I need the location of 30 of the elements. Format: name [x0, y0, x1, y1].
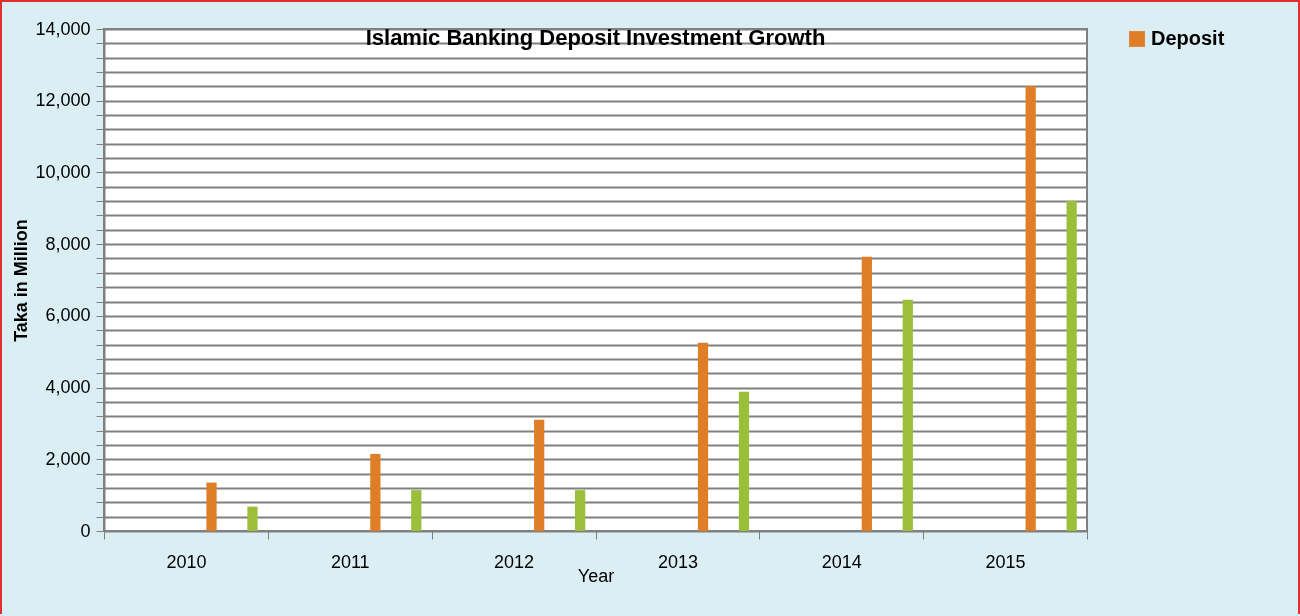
chart-title: Islamic Banking Deposit Investment Growth — [365, 25, 826, 50]
bar — [370, 453, 381, 531]
legend-label: Deposit — [1151, 27, 1225, 49]
y-tick-label: 4,000 — [45, 377, 91, 398]
bar — [861, 256, 872, 531]
y-tick-label: 0 — [80, 520, 91, 541]
bar — [411, 490, 422, 531]
x-tick-label: 2010 — [166, 551, 207, 572]
x-axis-title: Year — [577, 565, 615, 586]
y-tick-label: 12,000 — [35, 90, 91, 111]
bar — [534, 419, 545, 531]
y-axis-title: Taka in Million — [11, 219, 32, 342]
y-tick-label: 6,000 — [45, 305, 91, 326]
x-tick-label: 2014 — [821, 551, 862, 572]
y-tick-label: 10,000 — [35, 161, 91, 182]
bar — [247, 506, 258, 531]
bar — [902, 299, 913, 531]
bar — [206, 482, 217, 531]
y-tick-label: 2,000 — [45, 448, 91, 469]
bar — [738, 391, 750, 531]
x-tick-label: 2011 — [330, 551, 370, 572]
bar — [697, 342, 709, 531]
y-tick-label: 14,000 — [35, 18, 91, 39]
x-tick-label: 2012 — [494, 551, 535, 572]
x-tick-label: 2013 — [657, 551, 698, 572]
bar — [1025, 86, 1036, 531]
bar — [575, 490, 586, 531]
y-tick-label: 8,000 — [45, 233, 91, 254]
bar — [1066, 201, 1077, 531]
x-tick-label: 2015 — [985, 551, 1026, 572]
